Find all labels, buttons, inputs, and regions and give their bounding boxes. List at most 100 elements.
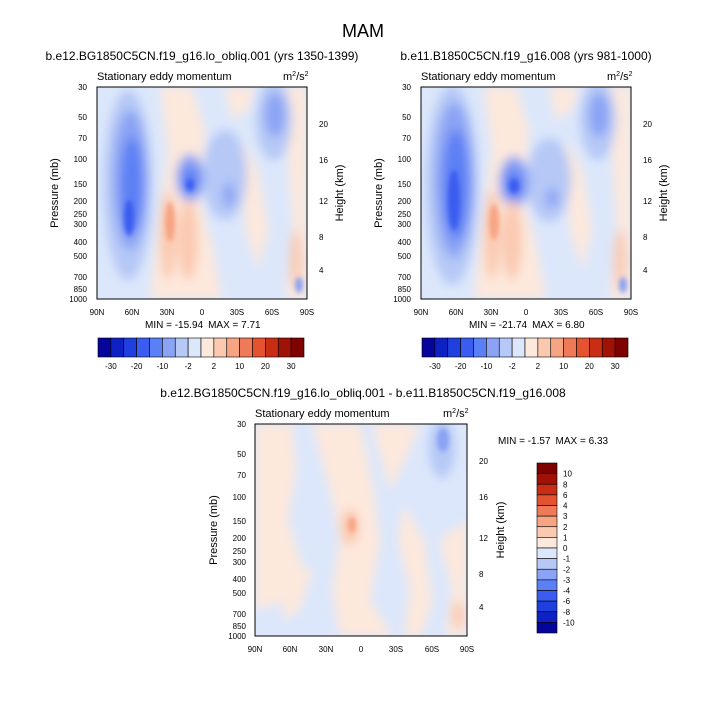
y-tick-label: 70 [78, 134, 87, 143]
colorbar-label: 10 [235, 362, 244, 371]
colorbar-label: -4 [563, 587, 571, 596]
y-tick-label: 1000 [69, 295, 87, 304]
y-tick-label: 1000 [228, 632, 246, 641]
colorbar-swatch [421, 337, 436, 358]
x-tick-label: 0 [524, 308, 529, 317]
y-tick-label: 200 [398, 197, 412, 206]
y-tick-label: 300 [398, 220, 412, 229]
colorbar-label: -30 [429, 362, 441, 371]
y-tick-label: 700 [398, 273, 412, 282]
x-tick-label: 90S [300, 308, 314, 317]
y-tick-label: 50 [402, 113, 411, 122]
colorbar-swatch [537, 337, 552, 358]
colorbar-swatch [97, 337, 112, 358]
x-tick-label: 60N [125, 308, 140, 317]
x-tick-label: 60S [425, 645, 439, 654]
colorbar-swatch [536, 568, 558, 581]
x-tick-label: 0 [359, 645, 364, 654]
y-tick-label: 30 [402, 83, 411, 92]
colorbar-label: -2 [563, 565, 571, 574]
colorbar-label: -30 [105, 362, 117, 371]
colorbar-label: 20 [261, 362, 270, 371]
colorbar-swatch [200, 337, 215, 358]
y-tick-label: 700 [233, 610, 247, 619]
colorbar-label: -2 [509, 362, 517, 371]
panel-a-frame [96, 86, 308, 300]
colorbar-b: -30 -20 -10 -2 2 10 20 30 [421, 337, 629, 371]
y-tick-label: 1000 [393, 295, 411, 304]
y-tick-label: 100 [233, 493, 247, 502]
colorbar-swatch [601, 337, 616, 358]
x-tick-label: 90S [460, 645, 474, 654]
panel-b-y2-ticks: 4 8 12 16 20 [643, 120, 652, 275]
colorbar-label: -2 [185, 362, 193, 371]
panel-c-ylabel: Pressure (mb) [208, 495, 220, 565]
y2-tick-label: 8 [643, 233, 648, 242]
colorbar-label: -8 [563, 608, 571, 617]
colorbar-label: -20 [455, 362, 467, 371]
y-tick-label: 400 [233, 575, 247, 584]
x-tick-label: 60N [283, 645, 298, 654]
colorbar-a: -30 -20 -10 -2 2 10 20 30 [97, 337, 305, 371]
x-tick-label: 30N [484, 308, 499, 317]
panel-c-title: b.e12.BG1850C5CN.f19_g16.lo_obliq.001 - … [160, 386, 566, 400]
panel-c-frame [254, 423, 468, 637]
y2-tick-label: 20 [319, 120, 328, 129]
colorbar-swatch [536, 473, 558, 485]
colorbar-label: 10 [559, 362, 568, 371]
colorbar-swatch [536, 611, 558, 623]
y-tick-label: 400 [74, 238, 88, 247]
colorbar-swatch [536, 494, 558, 506]
x-tick-label: 90N [248, 645, 263, 654]
panel-a-ylabel: Pressure (mb) [49, 158, 61, 228]
panel-b-units: m2/s2 [607, 71, 633, 83]
colorbar-swatch [226, 337, 240, 358]
colorbar-swatch [536, 579, 558, 591]
y-tick-label: 250 [233, 547, 247, 556]
colorbar-label: -6 [563, 597, 571, 606]
panel-b-ylabel: Pressure (mb) [373, 158, 385, 228]
panel-a-minmax: MIN = -15.94 MAX = 7.71 [145, 320, 261, 331]
colorbar-swatch [149, 337, 163, 358]
colorbar-swatch [536, 590, 558, 602]
y-tick-label: 250 [398, 210, 412, 219]
colorbar-swatch [536, 537, 558, 549]
colorbar-swatch [511, 337, 526, 358]
colorbar-swatch [589, 337, 603, 358]
y2-tick-label: 20 [643, 120, 652, 129]
panel-a: b.e12.BG1850C5CN.f19_g16.lo_obliq.001 (y… [46, 49, 359, 331]
colorbar-label: -10 [157, 362, 169, 371]
panel-a-y-ticks: 30 50 70 100 150 200 250 300 400 500 700… [69, 83, 87, 304]
colorbar-swatch [110, 337, 125, 358]
panel-a-y2label: Height (km) [334, 165, 346, 222]
y-tick-label: 850 [398, 285, 412, 294]
colorbar-label: -3 [563, 576, 571, 585]
panel-c-y2-ticks: 4 8 12 16 20 [479, 457, 488, 612]
y2-tick-label: 8 [479, 570, 484, 579]
colorbar-swatch [473, 337, 487, 358]
y2-tick-label: 12 [319, 197, 328, 206]
panel-a-x-ticks: 90N 60N 30N 0 30S 60S 90S [90, 308, 314, 317]
colorbar-swatch [290, 337, 305, 358]
y2-tick-label: 4 [479, 603, 484, 612]
y-tick-label: 500 [398, 252, 412, 261]
y-tick-label: 500 [233, 589, 247, 598]
y-tick-label: 50 [237, 450, 246, 459]
panel-c-y2label: Height (km) [495, 502, 507, 559]
colorbar-swatch [536, 483, 558, 496]
colorbar-label: 3 [563, 512, 568, 521]
colorbar-swatch [447, 337, 461, 358]
colorbar-swatch [536, 505, 558, 517]
colorbar-label: -1 [563, 555, 571, 564]
panel-a-field [97, 87, 307, 299]
y-tick-label: 300 [233, 558, 247, 567]
y-tick-label: 400 [398, 238, 412, 247]
y2-tick-label: 16 [319, 156, 328, 165]
y-tick-label: 100 [398, 155, 412, 164]
colorbar-swatch [536, 622, 558, 634]
y2-tick-label: 12 [643, 197, 652, 206]
colorbar-label: 4 [563, 502, 568, 511]
panel-a-y2-ticks: 4 8 12 16 20 [319, 120, 328, 275]
colorbar-swatch [434, 337, 449, 358]
